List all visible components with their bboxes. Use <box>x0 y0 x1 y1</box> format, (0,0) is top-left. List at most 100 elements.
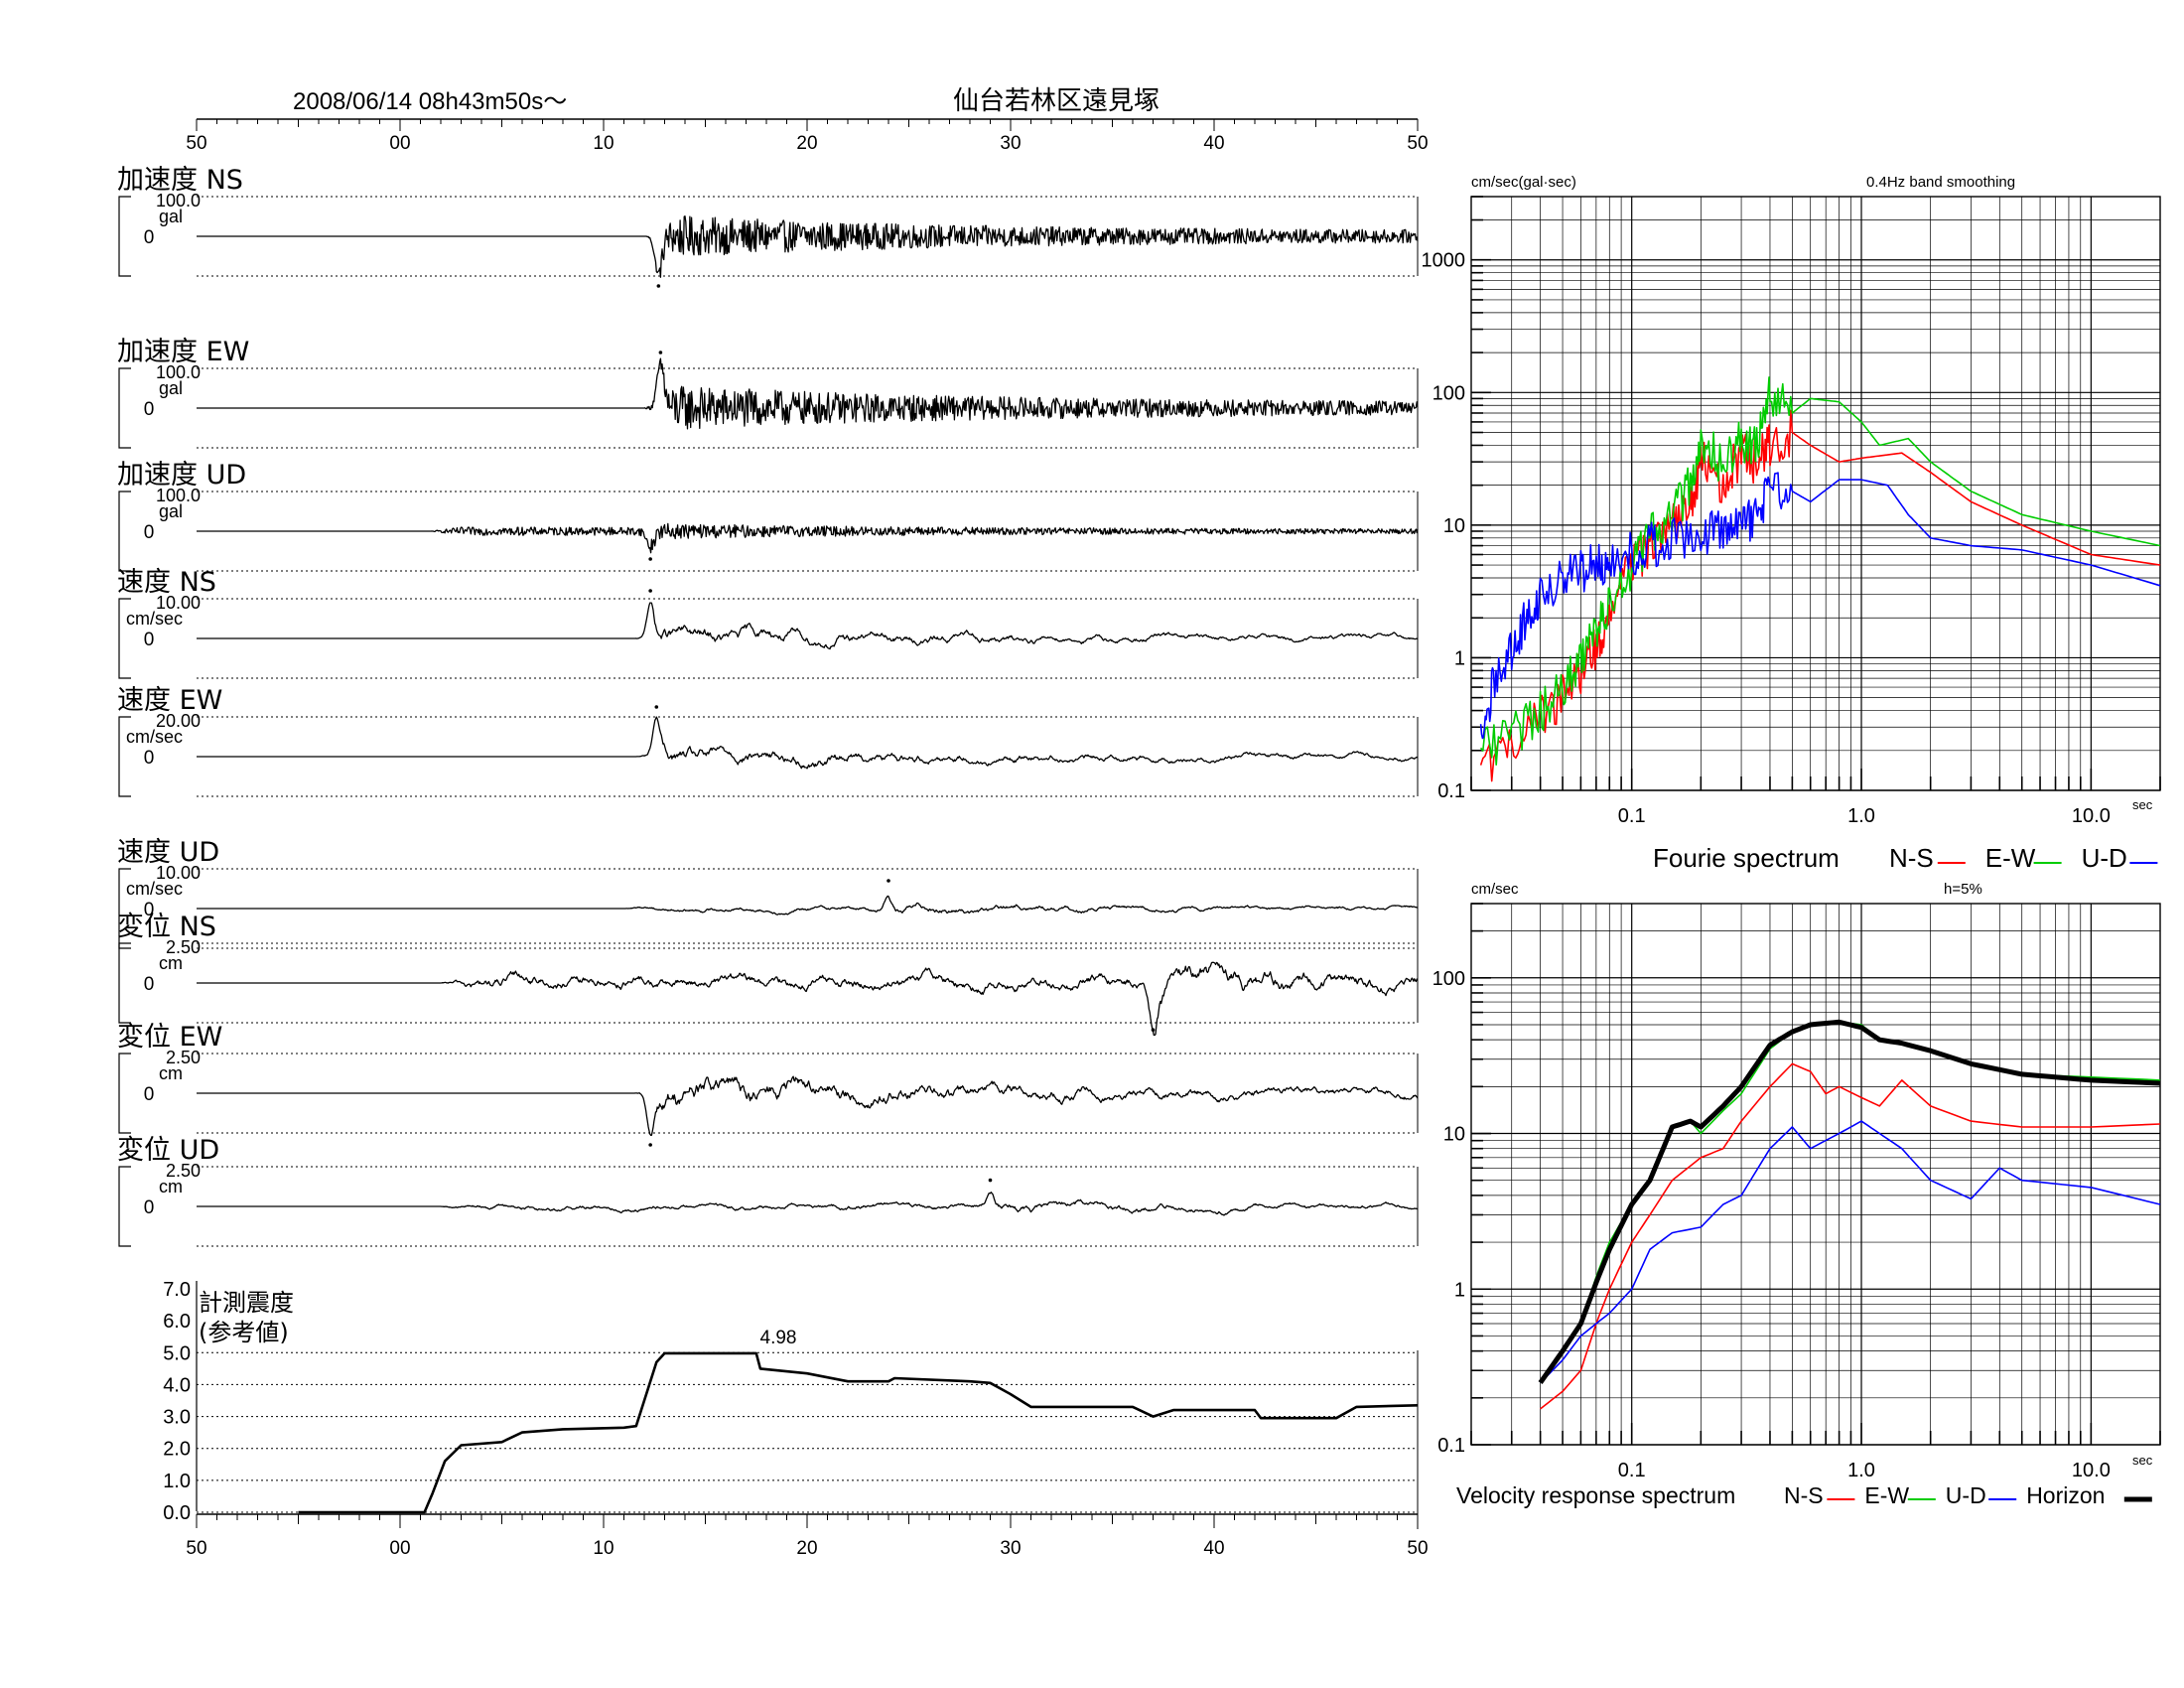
waveform-bracket <box>118 716 131 797</box>
intensity-y-tick-label: 0.0 <box>163 1502 191 1524</box>
station-name: 仙台若林区遠見塚 <box>953 86 1160 116</box>
spectrum-legend-label: E-W <box>1985 843 2036 873</box>
waveform-scale-label: 10.00 <box>156 593 201 613</box>
spectrum-y-tick-label: 1000 <box>1422 250 1466 272</box>
bottom-time-tick-label: 20 <box>796 1538 817 1559</box>
waveform-peak-marker <box>654 705 659 709</box>
waveform-peak-marker <box>658 351 663 354</box>
waveform-scale-label: 2.50 <box>166 1161 201 1181</box>
waveform-bracket <box>118 942 131 1024</box>
spectrum-x-tick-label: 1.0 <box>1847 805 1875 827</box>
waveform-label: 加速度 UD <box>117 460 246 491</box>
spectrum-legend-label: E-W <box>1864 1482 1909 1508</box>
spectrum-series-ns <box>1540 1062 2161 1410</box>
waveform-peak-marker <box>988 1178 993 1183</box>
fourier-y-unit: cm/sec(gal·sec) <box>1471 174 1576 191</box>
waveform-zero-label: 0 <box>144 227 155 248</box>
waveform-bracket <box>118 1166 131 1247</box>
waveform-unit-label: gal <box>159 378 183 398</box>
waveform-zero-label: 0 <box>144 399 155 420</box>
waveform-trace <box>197 602 1419 650</box>
bottom-time-tick-label: 00 <box>389 1538 410 1559</box>
spectrum-legend-label: N-S <box>1889 843 1934 873</box>
intensity-y-tick-label: 7.0 <box>163 1279 191 1301</box>
waveform-zero-label: 0 <box>144 974 155 995</box>
top-time-tick-label: 50 <box>1407 133 1428 154</box>
top-time-tick-label: 40 <box>1203 133 1224 154</box>
waveform-trace <box>197 522 1419 554</box>
intensity-max-label: 4.98 <box>760 1328 797 1348</box>
waveform-scale-label: 10.00 <box>156 863 201 883</box>
waveform-unit-label: gal <box>159 207 183 226</box>
intensity-title: 計測震度 <box>199 1289 294 1317</box>
bottom-time-tick-label: 10 <box>593 1538 614 1559</box>
waveform-unit-label: cm/sec <box>126 879 183 899</box>
waveform-unit-label: cm/sec <box>126 609 183 629</box>
waveform-bracket <box>118 196 131 277</box>
intensity-y-tick-label: 5.0 <box>163 1342 191 1364</box>
waveform-peak-marker <box>1151 1028 1156 1032</box>
spectrum-x-tick-label: 10.0 <box>2072 805 2111 827</box>
waveform-label: 変位 UD <box>117 1135 219 1166</box>
waveform-label: 速度 EW <box>117 685 222 716</box>
waveform-scale-label: 100.0 <box>156 486 201 505</box>
velocity-response-chart: cm/sec h=5% sec Velocity response spectr… <box>1433 881 2161 1508</box>
fourier-legend-title: Fourie spectrum <box>1653 843 1840 873</box>
waveform-bracket <box>118 598 131 679</box>
waveform-zero-label: 0 <box>144 900 155 920</box>
response-y-unit: cm/sec <box>1471 881 1519 898</box>
spectrum-legend-label: Horizon <box>2026 1482 2105 1508</box>
waveform-unit-label: gal <box>159 501 183 521</box>
spectrum-x-tick-label: 10.0 <box>2072 1460 2111 1481</box>
waveform-unit-label: cm <box>159 953 183 973</box>
spectrum-y-tick-label: 0.1 <box>1437 780 1465 802</box>
bottom-time-tick-label: 30 <box>1000 1538 1021 1559</box>
spectrum-frame <box>1470 196 2161 791</box>
waveform-scale-label: 2.50 <box>166 937 201 957</box>
spectrum-y-tick-label: 1 <box>1454 1279 1465 1301</box>
fourier-smoothing: 0.4Hz band smoothing <box>1866 174 2015 191</box>
top-time-axis: 50 00 10 20 30 40 50 <box>186 118 1429 154</box>
spectrum-y-tick-label: 100 <box>1433 382 1465 404</box>
top-time-tick-label: 20 <box>796 133 817 154</box>
waveform-bracket <box>118 491 131 572</box>
top-time-tick-label: 00 <box>389 133 410 154</box>
spectrum-frame <box>1470 903 2161 1446</box>
waveform-trace <box>197 357 1419 430</box>
bottom-time-tick-label: 40 <box>1203 1538 1224 1559</box>
waveform-scale-label: 2.50 <box>166 1048 201 1067</box>
waveform-scale-label: 20.00 <box>156 711 201 731</box>
waveform-zero-label: 0 <box>144 748 155 769</box>
intensity-subtitle: (参考値) <box>199 1319 289 1346</box>
intensity-y-tick-label: 6.0 <box>163 1311 191 1333</box>
top-time-tick-label: 10 <box>593 133 614 154</box>
spectrum-legend-label: U-D <box>1946 1482 1986 1508</box>
waveform-peak-marker <box>648 557 652 561</box>
waveform-trace <box>197 215 1419 278</box>
spectrum-y-tick-label: 0.1 <box>1437 1435 1465 1457</box>
fourier-x-unit: sec <box>2132 797 2153 812</box>
waveform-trace <box>197 961 1419 1037</box>
waveform-label: 変位 EW <box>117 1022 222 1053</box>
fourier-spectrum-chart: cm/sec(gal·sec) 0.4Hz band smoothing sec… <box>1422 174 2161 873</box>
waveform-label: 速度 UD <box>117 837 219 868</box>
waveform-trace <box>197 716 1419 770</box>
waveform-peak-marker <box>656 284 661 288</box>
spectrum-y-tick-label: 1 <box>1454 647 1465 669</box>
spectrum-series-ud <box>1540 1120 2161 1384</box>
waveform-label: 加速度 EW <box>117 337 249 367</box>
waveform-unit-label: cm <box>159 1177 183 1196</box>
spectrum-x-tick-label: 1.0 <box>1847 1460 1875 1481</box>
waveform-zero-label: 0 <box>144 1197 155 1218</box>
spectrum-series-horizon <box>1538 1019 2161 1385</box>
waveform-bracket <box>118 1053 131 1134</box>
response-damping: h=5% <box>1944 881 1982 898</box>
waveform-peak-marker <box>648 589 652 593</box>
spectrum-series-ew <box>1479 376 2161 766</box>
spectrum-y-tick-label: 100 <box>1433 968 1465 990</box>
